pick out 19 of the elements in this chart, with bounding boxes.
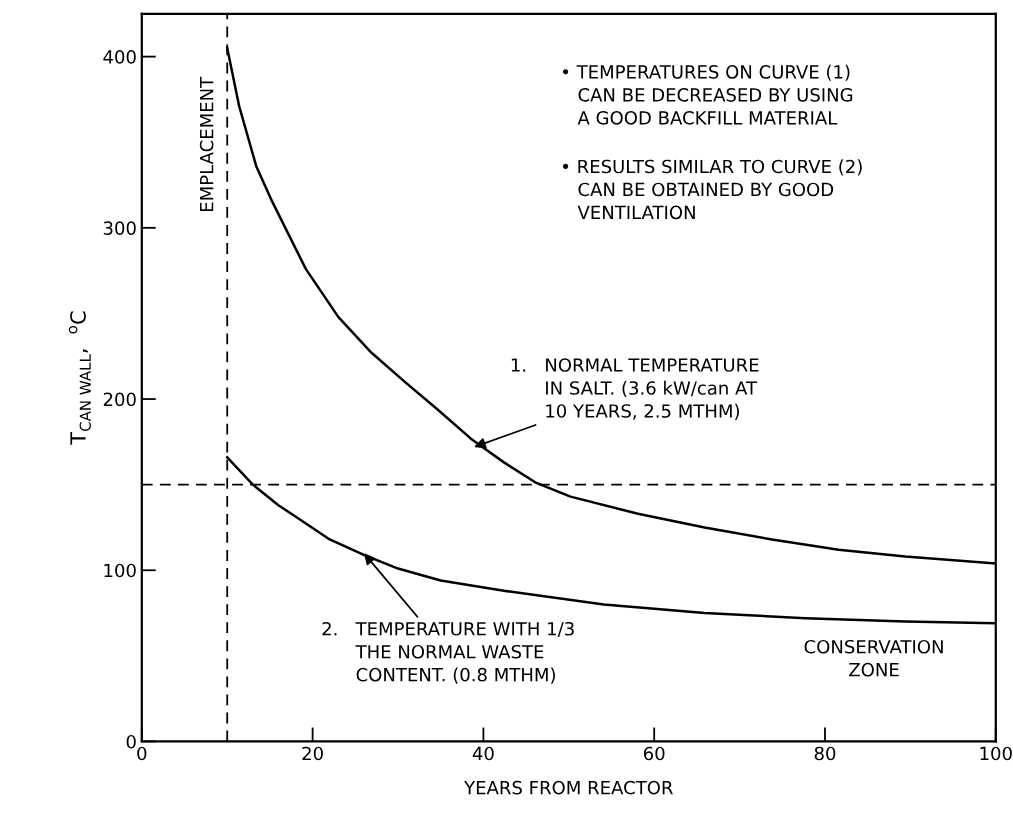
ref-line-label: EMPLACEMENT (199, 76, 214, 211)
y-axis-title: TCAN WALL, oC (68, 311, 91, 445)
x-tick-label: 60 (643, 746, 665, 761)
y-tick-label: 400 (103, 50, 136, 64)
x-tick-label: 100 (980, 746, 1012, 761)
x-tick-label: 20 (302, 746, 323, 761)
y-tick-label: 0 (126, 734, 136, 749)
annotation: CONSERVATION ZONE (804, 639, 943, 677)
x-tick-label: 0 (137, 746, 147, 761)
x-axis-title: YEARS FROM REACTOR (464, 780, 673, 795)
y-tick-label: 200 (103, 392, 136, 407)
x-tick-label: 40 (472, 746, 494, 761)
y-tick-label: 300 (103, 221, 136, 235)
annotation: 1. NORMAL TEMPERATURE IN SALT. (3.6 kW/can AT 10 YEARS, 2.5 MTHM) (511, 358, 759, 420)
y-tick-label: 100 (104, 563, 136, 578)
x-tick-label: 80 (814, 746, 836, 761)
annotation: 2. TEMPERATURE WITH 1/3 THE NORMAL WASTE CONTENT. (0.8 MTHM) (322, 621, 574, 684)
annotation: • TEMPERATURES ON CURVE (1) CAN BE DECREASED BY USING A GOOD BACKFILL MATERIAL (562, 64, 853, 125)
annotation: • RESULTS SIMILAR TO CURVE (2) CAN BE OBTAINED BY GOOD VENTILATION (562, 159, 862, 220)
